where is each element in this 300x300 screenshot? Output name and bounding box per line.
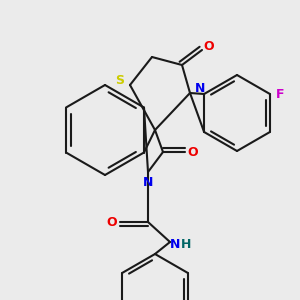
Text: N: N: [143, 176, 153, 188]
Text: O: O: [107, 215, 117, 229]
Text: F: F: [276, 88, 284, 100]
Text: N: N: [195, 82, 205, 94]
Text: N: N: [170, 238, 180, 250]
Text: O: O: [204, 40, 214, 53]
Text: S: S: [116, 74, 124, 88]
Text: H: H: [181, 238, 191, 250]
Text: O: O: [188, 146, 198, 158]
